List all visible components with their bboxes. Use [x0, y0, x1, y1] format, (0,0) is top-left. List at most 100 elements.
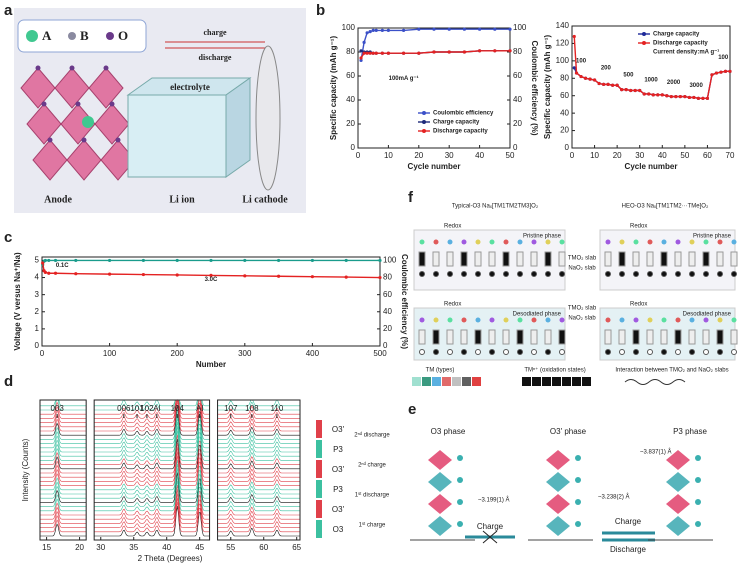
x-axis-label: Cycle number — [408, 162, 461, 171]
tm-block — [660, 329, 668, 345]
ion — [559, 317, 565, 323]
point — [365, 51, 369, 55]
panel-a: A B O charge discharge electrolyte Anode… — [14, 8, 306, 213]
tm-block — [646, 251, 654, 267]
ion — [675, 271, 681, 277]
legend-text: Interaction between TMO₂ and NaO₂ slabs — [615, 368, 728, 374]
pattern-curve — [40, 399, 86, 411]
panel-letter: c — [4, 229, 12, 246]
peak-label: 107 — [224, 404, 238, 413]
ion — [605, 349, 611, 355]
tm-block — [688, 251, 696, 267]
legend-swatch — [422, 377, 431, 386]
pattern-curve — [40, 447, 86, 461]
x-tick-label: 45 — [195, 543, 204, 552]
pattern-curve — [217, 399, 300, 407]
pattern-curve — [40, 435, 86, 449]
point — [462, 27, 466, 31]
slab-label: TMO₂ slab — [568, 256, 597, 262]
legend-swatch — [432, 377, 441, 386]
ion — [661, 349, 667, 355]
panel-f: Typical-O3 Naₓ[TM1TM2TM3]O₂ HEO-O3 Naₓ[T… — [412, 204, 738, 386]
tm-block — [702, 251, 710, 267]
atom — [81, 137, 87, 143]
ion — [633, 239, 639, 245]
ion — [559, 239, 565, 245]
y-tick-label: 1 — [35, 324, 40, 333]
tm-block — [460, 329, 468, 345]
octahedron — [66, 139, 102, 181]
atom-b — [68, 32, 76, 40]
y-tick-label: 0 — [565, 143, 570, 152]
y2-tick-label: 40 — [513, 95, 522, 104]
point — [417, 51, 421, 55]
point — [359, 58, 363, 63]
pattern-curve — [217, 464, 300, 474]
point — [638, 88, 642, 93]
tm-block — [604, 329, 612, 345]
pattern-curve — [217, 439, 300, 449]
pattern-curve — [217, 498, 300, 507]
point — [108, 258, 112, 263]
step-label: 2ⁿᵈ charge — [358, 462, 386, 469]
phase-label: Desodiated phase — [683, 312, 732, 318]
pattern-curve — [217, 410, 300, 419]
point — [380, 28, 384, 32]
ion — [531, 239, 537, 245]
legend-swatch — [582, 377, 591, 386]
ion — [433, 349, 439, 355]
tm-block — [632, 329, 640, 345]
tm-block — [702, 329, 710, 345]
pattern-curve — [40, 451, 86, 465]
arrow-label: charge — [203, 28, 227, 37]
tm-block — [516, 251, 524, 267]
point — [371, 28, 375, 32]
pattern-curve — [94, 426, 210, 457]
x-tick-label: 300 — [238, 349, 252, 358]
ion — [717, 271, 723, 277]
legend-marker — [422, 120, 426, 124]
point — [402, 28, 406, 32]
point — [493, 27, 497, 31]
phase-bar — [316, 440, 322, 458]
pattern-curve — [40, 477, 86, 491]
tm-block — [558, 251, 566, 267]
legend-text: Discharge capacity — [653, 41, 708, 47]
x-tick-label: 0 — [40, 349, 45, 358]
point — [462, 50, 466, 54]
legend-marker — [422, 129, 426, 133]
pattern-curve — [217, 527, 300, 537]
point — [572, 66, 576, 70]
pattern-curve — [217, 485, 300, 495]
point — [669, 94, 673, 99]
ion — [419, 317, 425, 323]
tm-block — [544, 329, 552, 345]
point — [719, 70, 723, 74]
point — [656, 93, 660, 97]
octahedron — [546, 516, 570, 536]
y-tick-label: 5 — [35, 256, 40, 265]
ion — [475, 317, 481, 323]
pattern-curve — [40, 481, 86, 495]
arrow-label: discharge — [199, 53, 232, 62]
point — [620, 88, 624, 92]
x-tick-label: 60 — [259, 543, 268, 552]
y2-tick-label: 80 — [513, 47, 522, 56]
x-axis-label: Number — [196, 360, 226, 369]
legend-swatch — [562, 377, 571, 386]
tm-block — [660, 251, 668, 267]
point — [47, 271, 51, 275]
cathode — [255, 45, 281, 191]
x-axis-label: 2 Theta (Degrees) — [138, 554, 203, 563]
charts: 0 10 20 30 40 50020406080100020406080100Cycle… — [13, 21, 735, 563]
pattern-curve — [40, 498, 86, 512]
peak-label: Al — [196, 404, 203, 413]
pattern-curve — [40, 489, 86, 503]
point — [359, 49, 363, 53]
ion — [461, 239, 467, 245]
pattern-curve — [94, 409, 210, 440]
point — [362, 40, 366, 45]
pattern-curve — [40, 422, 86, 436]
octahedron — [666, 472, 690, 492]
tm-block — [502, 251, 510, 267]
